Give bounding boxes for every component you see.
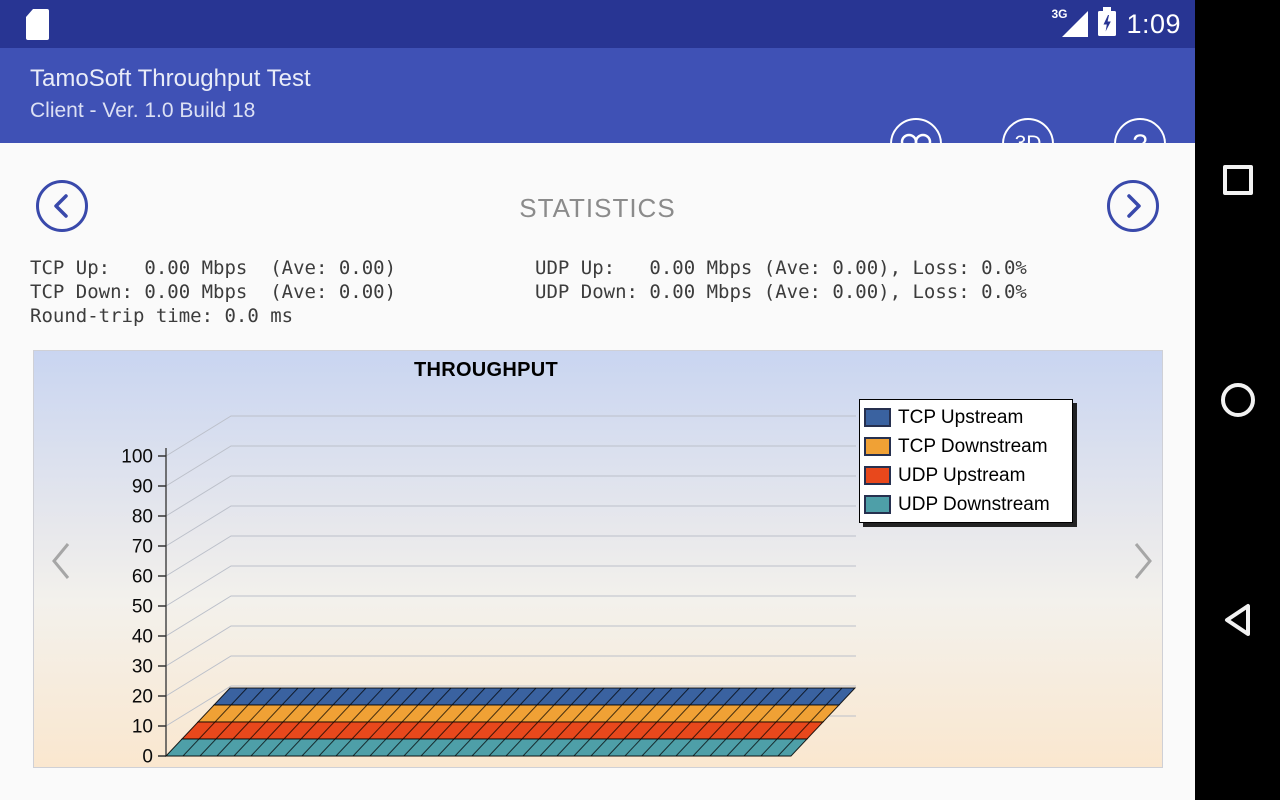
back-triangle-icon — [1224, 604, 1250, 636]
stat-udp-up: UDP Up: 0.00 Mbps (Ave: 0.00), Loss: 0.0… — [535, 257, 1027, 279]
back-button[interactable] — [1195, 585, 1280, 655]
cellular-signal-icon: 3G — [1051, 7, 1089, 40]
recents-square-icon — [1222, 165, 1253, 195]
home-button[interactable] — [1195, 365, 1280, 435]
battery-icon — [1098, 7, 1117, 41]
clock: 1:09 — [1126, 8, 1181, 39]
chevron-left-icon — [52, 543, 70, 579]
chevron-left-icon — [54, 194, 68, 218]
svg-text:30: 30 — [132, 657, 153, 678]
legend-label: TCP Upstream — [898, 406, 1024, 428]
legend-label: UDP Downstream — [898, 493, 1050, 515]
home-circle-icon — [1220, 383, 1255, 417]
stat-udp-down: UDP Down: 0.00 Mbps (Ave: 0.00), Loss: 0… — [535, 281, 1027, 303]
app-title: TamoSoft Throughput Test — [30, 65, 311, 92]
chevron-right-icon — [1134, 543, 1152, 579]
legend-swatch — [864, 495, 891, 514]
appbar-titles: TamoSoft Throughput Test Client - Ver. 1… — [30, 63, 311, 126]
throughput-chart-panel: THROUGHPUT 0 10 20 30 40 50 60 70 80 90 100 TCP Up… — [33, 350, 1163, 768]
content-area: STATISTICS TCP Up: 0.00 Mbps (Ave: 0.00)… — [0, 143, 1195, 800]
svg-text:20: 20 — [132, 687, 153, 708]
chart-scroll-right-button[interactable] — [1130, 541, 1156, 586]
chart-scroll-left-button[interactable] — [48, 541, 74, 586]
sd-card-icon — [26, 9, 49, 45]
network-type-label: 3G — [1051, 7, 1068, 21]
stat-round-trip: Round-trip time: 0.0 ms — [30, 305, 294, 327]
svg-text:40: 40 — [132, 627, 153, 648]
app-subtitle: Client - Ver. 1.0 Build 18 — [30, 99, 256, 122]
svg-text:80: 80 — [132, 507, 153, 528]
recents-button[interactable] — [1195, 145, 1280, 215]
next-page-button[interactable] — [1107, 180, 1159, 232]
svg-text:70: 70 — [132, 537, 153, 558]
legend-item: TCP Downstream — [864, 432, 1064, 461]
legend-label: TCP Downstream — [898, 435, 1048, 457]
svg-text:100: 100 — [121, 447, 153, 468]
legend-item: UDP Upstream — [864, 461, 1064, 490]
stats-right-column: UDP Up: 0.00 Mbps (Ave: 0.00), Loss: 0.0… — [535, 256, 1027, 304]
page-title: STATISTICS — [519, 193, 676, 223]
chart-legend: TCP Upstream TCP Downstream UDP Upstream UD… — [859, 399, 1073, 523]
svg-text:90: 90 — [132, 477, 153, 498]
status-icons: 3G 1:09 — [1051, 0, 1185, 48]
legend-swatch — [864, 408, 891, 427]
chart-title: THROUGHPUT — [413, 359, 559, 381]
throughput-chart: 0 10 20 30 40 50 60 70 80 90 100 — [121, 415, 857, 768]
svg-text:60: 60 — [132, 567, 153, 588]
system-nav-bar — [1195, 0, 1280, 800]
app-bar: TamoSoft Throughput Test Client - Ver. 1… — [0, 48, 1195, 170]
legend-swatch — [864, 437, 891, 456]
svg-text:0: 0 — [142, 747, 153, 768]
legend-item: UDP Downstream — [864, 490, 1064, 519]
svg-text:50: 50 — [132, 597, 153, 618]
legend-swatch — [864, 466, 891, 485]
stats-left-column: TCP Up: 0.00 Mbps (Ave: 0.00) TCP Down: … — [30, 256, 396, 328]
stat-tcp-up: TCP Up: 0.00 Mbps (Ave: 0.00) — [30, 257, 397, 279]
legend-label: UDP Upstream — [898, 464, 1026, 486]
stat-tcp-down: TCP Down: 0.00 Mbps (Ave: 0.00) — [30, 281, 397, 303]
prev-page-button[interactable] — [36, 180, 88, 232]
svg-text:10: 10 — [132, 717, 153, 738]
legend-item: TCP Upstream — [864, 403, 1064, 432]
status-bar: 3G 1:09 — [0, 0, 1195, 48]
chevron-right-icon — [1127, 194, 1141, 218]
